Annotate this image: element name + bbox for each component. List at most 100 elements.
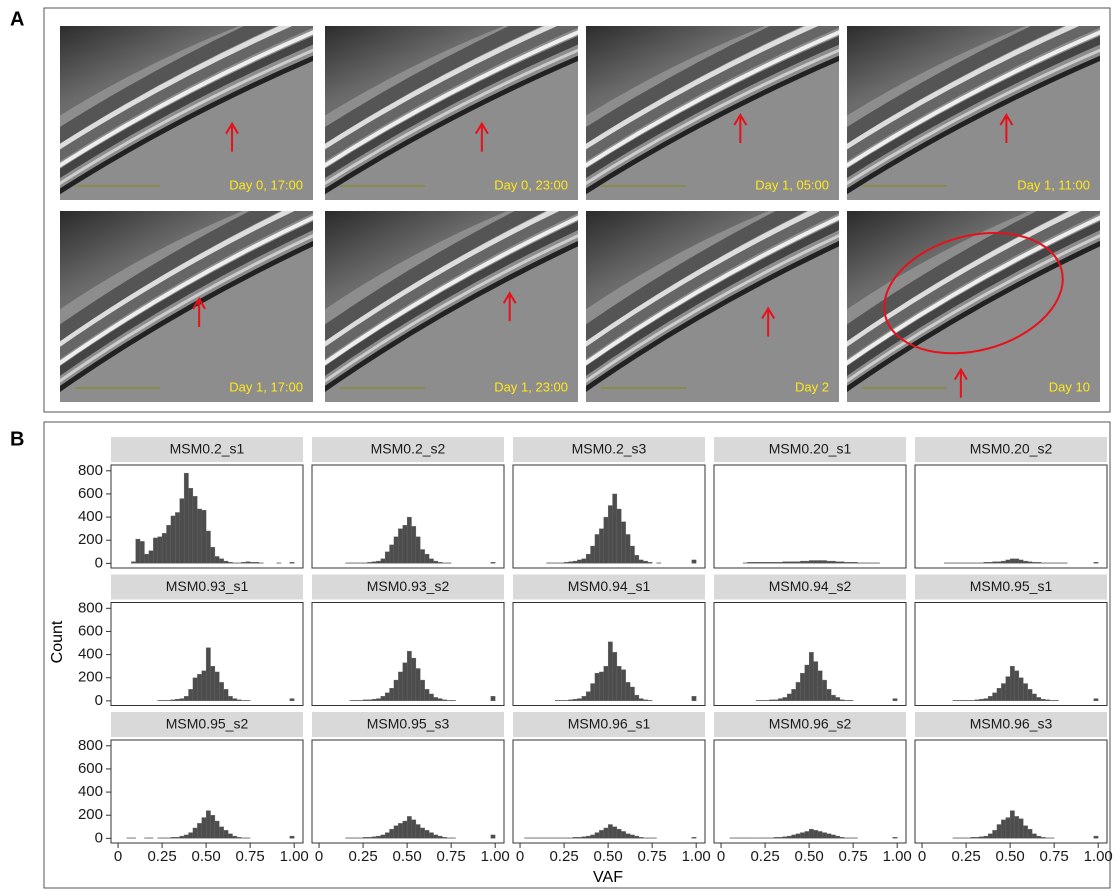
bar xyxy=(202,671,206,701)
y-tick-label: 0 xyxy=(95,829,103,846)
bar xyxy=(438,562,442,563)
y-tick-label: 600 xyxy=(78,485,103,502)
bar xyxy=(403,525,407,563)
bar xyxy=(783,562,787,564)
strip-label: MSM0.95_s1 xyxy=(970,578,1053,594)
bar xyxy=(166,525,170,563)
bar xyxy=(412,820,416,839)
bar xyxy=(442,700,446,701)
bar xyxy=(1037,562,1041,563)
y-tick-label: 800 xyxy=(78,462,103,479)
bar xyxy=(692,560,696,563)
bar xyxy=(774,700,778,701)
bar xyxy=(975,563,979,564)
bar xyxy=(175,512,179,563)
bar xyxy=(219,827,223,839)
bar xyxy=(363,837,367,838)
bar xyxy=(372,562,376,564)
bar xyxy=(796,682,800,701)
bar xyxy=(398,529,402,564)
bar xyxy=(354,563,358,564)
x-tick-label: 1.00 xyxy=(682,848,711,865)
bar xyxy=(866,563,870,564)
bar xyxy=(957,838,961,839)
bar xyxy=(224,830,228,838)
bar xyxy=(800,673,804,701)
bar xyxy=(162,838,166,839)
bar xyxy=(180,699,184,701)
bar xyxy=(818,560,822,563)
bar xyxy=(350,700,354,701)
bar xyxy=(416,824,420,838)
bar xyxy=(162,700,166,701)
bar xyxy=(233,563,237,564)
bar xyxy=(635,695,639,701)
bar xyxy=(586,554,590,563)
y-tick-label: 400 xyxy=(78,646,103,663)
bar xyxy=(524,838,528,839)
bar xyxy=(853,562,857,563)
bar xyxy=(491,696,495,701)
bar xyxy=(189,689,193,701)
bar xyxy=(394,826,398,839)
panel xyxy=(915,465,1107,568)
bar xyxy=(1015,816,1019,838)
image-caption: Day 0, 17:00 xyxy=(229,177,303,192)
bar xyxy=(818,671,822,701)
bar xyxy=(434,561,438,563)
bar xyxy=(604,828,608,838)
x-tick-label: 0.25 xyxy=(750,848,779,865)
bar xyxy=(149,838,153,839)
bar xyxy=(997,824,1001,838)
y-tick-label: 600 xyxy=(78,760,103,777)
bar xyxy=(442,837,446,838)
bar xyxy=(643,700,647,701)
bar xyxy=(434,697,438,700)
bar xyxy=(211,815,215,838)
bar xyxy=(1001,561,1005,563)
strip-label: MSM0.95_s2 xyxy=(166,716,249,732)
bar xyxy=(425,830,429,838)
bar xyxy=(1041,699,1045,701)
bar xyxy=(407,517,411,563)
bar xyxy=(692,837,696,838)
bar xyxy=(1041,563,1045,564)
y-tick-label: 400 xyxy=(78,508,103,525)
bar xyxy=(425,554,429,563)
bar xyxy=(372,837,376,839)
bar xyxy=(259,563,263,564)
bar xyxy=(827,689,831,701)
bar xyxy=(849,838,853,839)
bar xyxy=(246,700,250,701)
strip-label: MSM0.96_s3 xyxy=(970,716,1053,732)
bar xyxy=(858,563,862,564)
micrograph xyxy=(50,181,323,402)
bar xyxy=(1045,563,1049,564)
bar xyxy=(778,699,782,701)
bar xyxy=(447,838,451,839)
bar xyxy=(197,674,201,701)
bar xyxy=(1019,560,1023,563)
x-tick-label: 0.50 xyxy=(393,848,422,865)
x-tick-label: 0.75 xyxy=(437,848,466,865)
bar xyxy=(591,835,595,838)
bar xyxy=(809,560,813,563)
bar xyxy=(1010,559,1014,564)
bar xyxy=(836,697,840,700)
x-tick-label: 0.75 xyxy=(638,848,667,865)
y-tick-label: 0 xyxy=(95,692,103,709)
bar xyxy=(582,559,586,564)
bar xyxy=(180,836,184,838)
bar xyxy=(871,563,875,564)
bar xyxy=(761,700,765,701)
bar xyxy=(875,563,879,564)
bar xyxy=(787,562,791,564)
bar xyxy=(752,562,756,563)
bar xyxy=(197,509,201,563)
micrograph xyxy=(576,0,849,200)
bar xyxy=(953,563,957,564)
bar xyxy=(756,562,760,563)
bar xyxy=(425,689,429,701)
bar xyxy=(787,694,791,701)
bar xyxy=(827,561,831,563)
